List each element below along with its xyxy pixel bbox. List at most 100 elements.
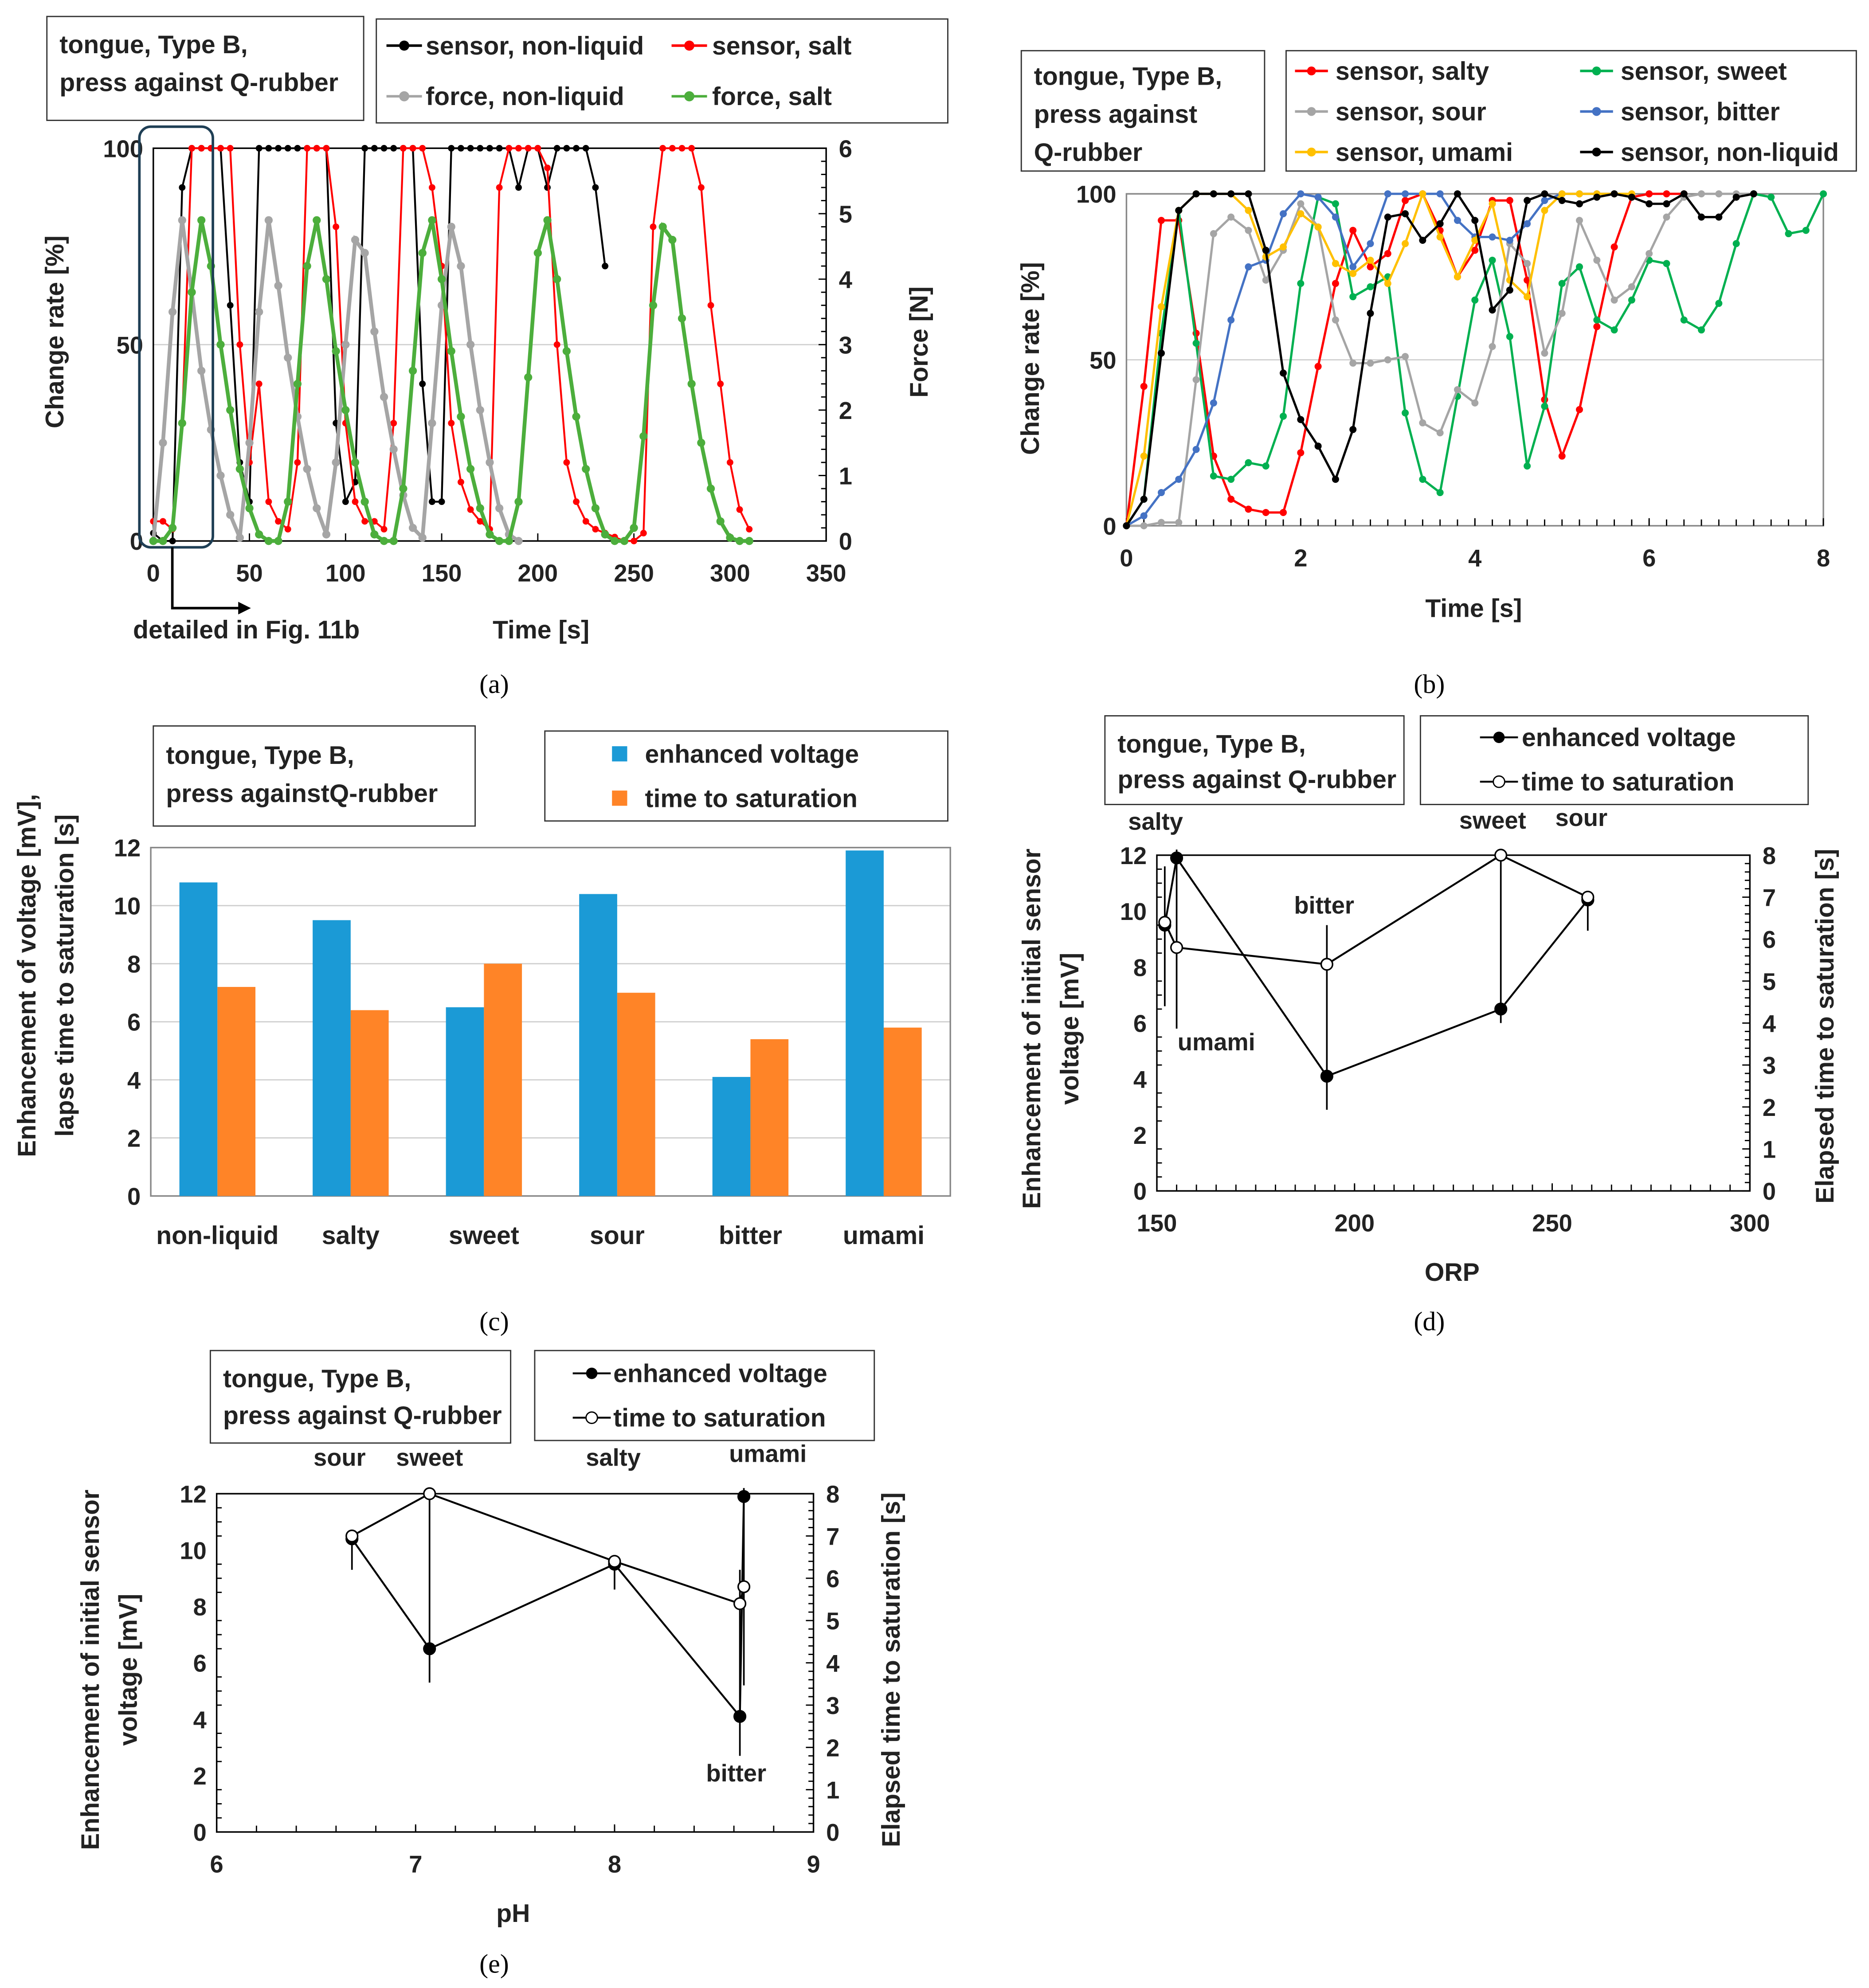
data-point: [1314, 442, 1322, 450]
data-point: [476, 504, 484, 513]
data-point: [1732, 193, 1740, 201]
legend-marker: [1592, 107, 1601, 116]
data-point: [447, 347, 455, 356]
data-point: [1489, 233, 1496, 241]
plot-c: 0 2 4 6 8 10 12 non-liquid salty sweet sour bitter u…: [114, 835, 951, 1250]
data-point: [1320, 958, 1333, 971]
point-label: bitter: [1294, 892, 1354, 919]
data-point: [514, 497, 523, 506]
data-point: [1402, 210, 1409, 218]
data-point: [360, 497, 369, 506]
data-point: [1320, 1069, 1333, 1083]
x-tick-label: 50: [236, 560, 263, 587]
legend-box-b: [1285, 50, 1857, 172]
data-point: [505, 537, 513, 545]
panel-d: tongue, Type B, press against Q-rubber e…: [1018, 715, 1839, 1336]
data-point: [1157, 349, 1165, 357]
data-point: [226, 510, 235, 519]
data-point: [1157, 303, 1165, 310]
data-point: [1280, 509, 1287, 516]
plot-frame: [150, 847, 951, 1197]
legend-label: force, non-liquid: [426, 82, 624, 111]
data-point: [1245, 505, 1252, 513]
y-tick-label: 100: [103, 135, 143, 162]
data-point: [1680, 190, 1688, 198]
data-point: [265, 145, 272, 152]
category-label: umami: [843, 1221, 925, 1250]
y-tick-label: 6: [127, 1009, 141, 1036]
data-point: [1419, 190, 1426, 198]
x-tick-label: 300: [710, 560, 750, 587]
data-point: [1297, 190, 1305, 198]
data-point: [466, 340, 475, 349]
data-point: [1210, 230, 1217, 238]
data-point: [159, 438, 167, 447]
point-label: salty: [586, 1444, 641, 1471]
data-point: [1454, 190, 1461, 198]
data-point: [1314, 363, 1322, 370]
data-point: [448, 420, 455, 427]
data-point: [1558, 452, 1566, 460]
data-point: [428, 498, 435, 505]
x-tick-label: 6: [210, 1851, 223, 1878]
y2-tick-label: 2: [1763, 1094, 1776, 1121]
data-point: [1227, 316, 1235, 324]
data-point: [1192, 446, 1200, 453]
title-line: tongue, Type B,: [223, 1365, 411, 1393]
data-point: [477, 145, 484, 152]
x-tick-label: 4: [1468, 544, 1481, 571]
data-point: [514, 537, 523, 545]
data-point: [274, 282, 282, 290]
y2-tick-label: 6: [839, 135, 852, 162]
data-point: [1489, 256, 1496, 264]
data-point: [495, 537, 504, 545]
legend-marker: [585, 1411, 598, 1424]
data-point: [486, 458, 494, 467]
y2-tick-label: 4: [839, 266, 852, 294]
data-point: [678, 145, 686, 152]
data-point: [1436, 220, 1444, 227]
legend-box-a: [376, 18, 948, 124]
data-point: [1245, 263, 1252, 270]
bar: [617, 993, 655, 1196]
data-point: [303, 465, 311, 473]
data-point: [447, 223, 455, 231]
data-point: [1332, 280, 1339, 287]
data-point: [294, 459, 301, 466]
data-point: [284, 526, 291, 533]
data-point: [255, 380, 263, 387]
data-point: [1175, 519, 1183, 526]
title-line: press against Q-rubber: [59, 69, 338, 97]
legend-marker: [1592, 67, 1601, 76]
data-point: [716, 517, 725, 526]
data-point: [160, 518, 166, 525]
data-point: [1349, 293, 1357, 301]
data-point: [1280, 243, 1287, 251]
data-point: [1140, 452, 1148, 460]
data-point: [525, 145, 532, 152]
data-point: [418, 249, 427, 257]
data-point: [390, 420, 397, 427]
data-point: [1175, 476, 1183, 483]
legend-label: sensor, salty: [1336, 57, 1489, 86]
data-point: [255, 145, 263, 152]
y2-tick-label: 1: [826, 1777, 839, 1804]
data-point: [1489, 343, 1496, 350]
data-point: [293, 380, 302, 388]
x-tick-label: 0: [147, 560, 160, 587]
data-point: [1192, 376, 1200, 384]
y2-tick-label: 3: [826, 1692, 839, 1719]
data-point: [332, 458, 340, 467]
title-line: press againstQ-rubber: [166, 779, 438, 808]
data-point: [1349, 360, 1357, 367]
data-point: [726, 533, 734, 542]
bar: [484, 963, 522, 1196]
y-axis-title: voltage [mV]: [1056, 953, 1084, 1105]
data-point: [169, 537, 176, 544]
data-point: [592, 184, 599, 191]
x-axis-title: ORP: [1425, 1258, 1480, 1287]
data-point: [476, 406, 484, 415]
data-point: [573, 498, 580, 505]
x-axis-title: pH: [496, 1899, 530, 1928]
